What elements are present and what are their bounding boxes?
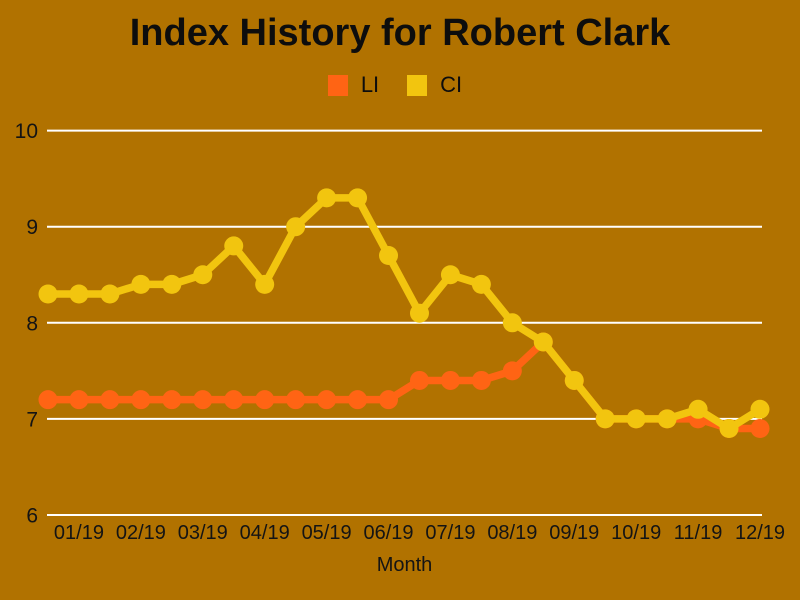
data-point-ci [69, 284, 89, 304]
data-point-li [379, 390, 399, 410]
x-tick-label: 03/19 [178, 522, 228, 544]
x-tick-label: 11/19 [674, 522, 723, 544]
data-point-ci [162, 274, 182, 294]
data-point-ci [750, 399, 770, 419]
y-tick-label: 8 [26, 312, 38, 335]
legend-item-li: LI [327, 72, 380, 98]
y-tick-label: 10 [15, 120, 38, 143]
data-point-li [38, 390, 58, 410]
legend: LI CI [0, 72, 790, 98]
data-point-ci [131, 274, 151, 294]
legend-swatch-li [327, 74, 348, 96]
data-point-ci [564, 370, 584, 390]
data-point-li [69, 390, 89, 410]
data-point-li [100, 390, 120, 410]
data-point-ci [348, 188, 368, 208]
data-point-ci [379, 246, 399, 266]
x-tick-label: 02/19 [116, 522, 166, 544]
data-point-ci [224, 236, 244, 256]
data-point-li [409, 370, 429, 390]
x-tick-label: 12/19 [735, 522, 785, 544]
data-point-ci [626, 409, 646, 429]
data-point-ci [688, 399, 708, 419]
chart-title: Index History for Robert Clark [129, 12, 671, 54]
x-tick-label: 01/19 [54, 522, 104, 544]
data-point-li [471, 370, 491, 390]
data-point-ci [286, 217, 306, 237]
data-point-ci [471, 274, 491, 294]
data-point-ci [100, 284, 120, 304]
data-point-li [162, 390, 182, 410]
x-tick-label: 06/19 [363, 522, 413, 544]
data-point-ci [440, 265, 460, 285]
x-tick-label: 05/19 [302, 522, 352, 544]
data-point-li [440, 370, 460, 390]
legend-label-li: LI [360, 72, 380, 97]
data-point-ci [595, 409, 615, 429]
data-point-ci [317, 188, 337, 208]
data-point-ci [409, 303, 429, 323]
data-point-li [348, 390, 368, 410]
legend-swatch-ci [407, 74, 428, 96]
data-point-li [224, 390, 244, 410]
y-tick-label: 7 [26, 408, 38, 431]
data-point-ci [719, 419, 739, 439]
data-point-ci [502, 313, 522, 333]
data-point-li [502, 361, 522, 381]
y-tick-label: 6 [26, 505, 38, 528]
legend-item-ci: CI [407, 72, 462, 98]
data-point-li [286, 390, 306, 410]
data-point-li [255, 390, 275, 410]
x-tick-label: 09/19 [549, 522, 599, 544]
data-point-ci [657, 409, 677, 429]
y-tick-label: 9 [26, 216, 38, 239]
data-point-ci [533, 332, 553, 352]
data-point-ci [255, 274, 275, 294]
x-tick-label: 07/19 [425, 522, 475, 544]
data-point-ci [193, 265, 213, 285]
data-point-li [317, 390, 337, 410]
data-point-ci [38, 284, 58, 304]
legend-label-ci: CI [440, 72, 463, 97]
x-axis-title: Month [377, 554, 433, 576]
data-point-li [193, 390, 213, 410]
x-tick-label: 10/19 [611, 522, 661, 544]
data-point-li [750, 419, 770, 439]
x-tick-label: 08/19 [487, 522, 537, 544]
x-tick-label: 04/19 [240, 522, 290, 544]
data-point-li [131, 390, 151, 410]
